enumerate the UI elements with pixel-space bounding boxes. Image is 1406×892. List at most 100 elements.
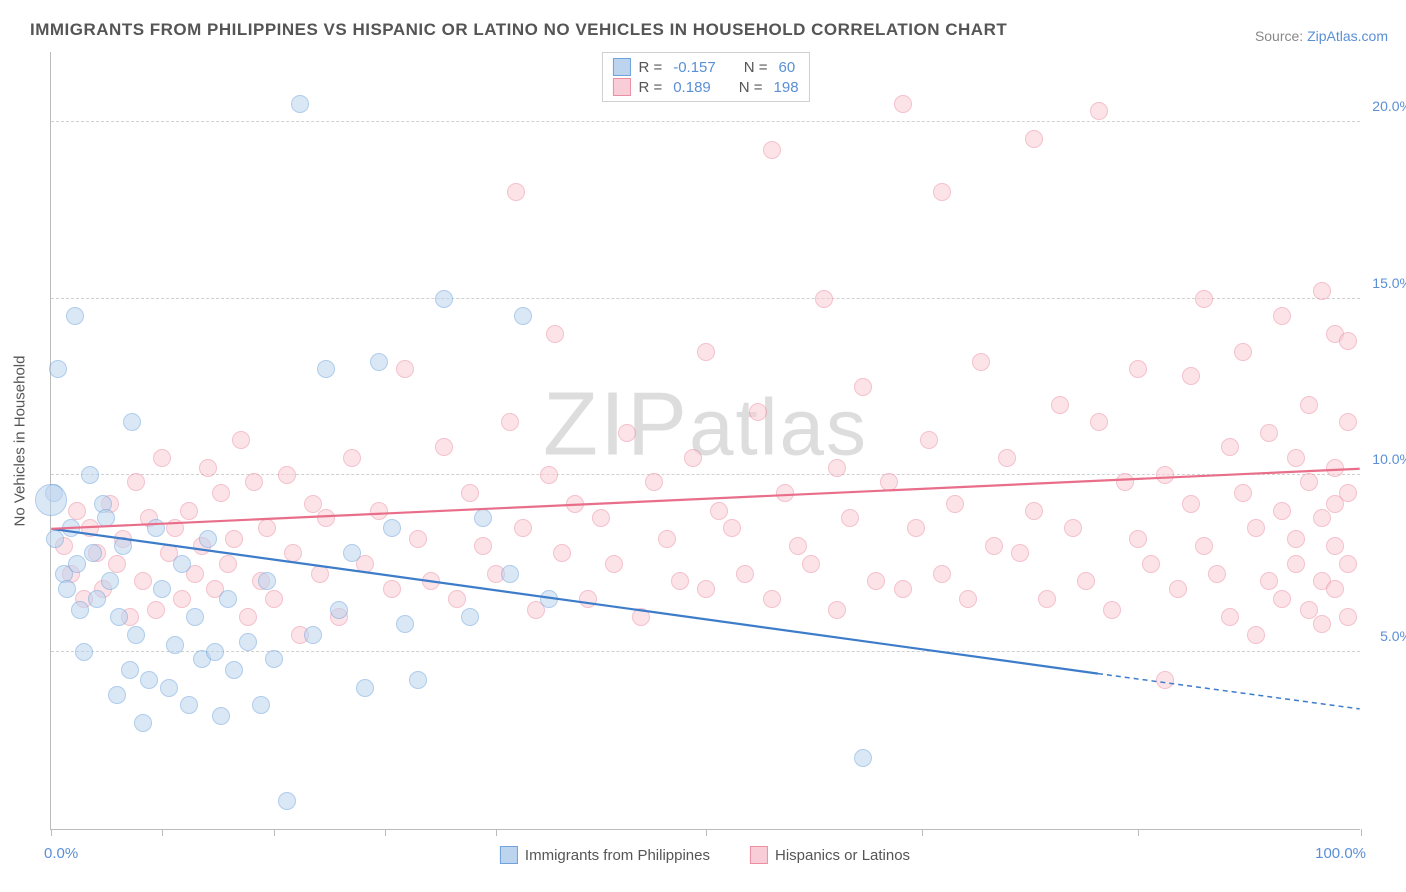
- scatter-point: [1247, 519, 1265, 537]
- scatter-point: [1339, 555, 1357, 573]
- r-value-philippines: -0.157: [673, 59, 716, 76]
- scatter-point: [343, 544, 361, 562]
- scatter-point: [920, 431, 938, 449]
- scatter-point: [514, 519, 532, 537]
- y-tick-label: 20.0%: [1372, 98, 1406, 114]
- scatter-point: [1077, 572, 1095, 590]
- swatch-hispanic-icon: [750, 846, 768, 864]
- r-label: R =: [638, 59, 662, 76]
- scatter-point: [278, 792, 296, 810]
- scatter-point: [108, 686, 126, 704]
- scatter-point: [736, 565, 754, 583]
- scatter-point: [1260, 424, 1278, 442]
- scatter-point: [1313, 282, 1331, 300]
- x-tick: [496, 829, 497, 836]
- scatter-point: [265, 590, 283, 608]
- scatter-point: [461, 484, 479, 502]
- scatter-point: [1038, 590, 1056, 608]
- scatter-point: [776, 484, 794, 502]
- scatter-point: [127, 473, 145, 491]
- scatter-point: [212, 484, 230, 502]
- chart-area: No Vehicles in Household ZIPatlas R = -0…: [50, 52, 1360, 830]
- scatter-point: [1090, 413, 1108, 431]
- scatter-point: [763, 590, 781, 608]
- n-label: N =: [739, 79, 763, 96]
- chart-title: IMMIGRANTS FROM PHILIPPINES VS HISPANIC …: [30, 20, 1007, 40]
- scatter-point: [101, 572, 119, 590]
- scatter-point: [225, 530, 243, 548]
- scatter-point: [258, 519, 276, 537]
- scatter-point: [514, 307, 532, 325]
- scatter-point: [645, 473, 663, 491]
- scatter-point: [1025, 502, 1043, 520]
- swatch-philippines-icon: [500, 846, 518, 864]
- y-axis-label: No Vehicles in Household: [12, 356, 29, 527]
- scatter-point: [1129, 360, 1147, 378]
- x-tick: [51, 829, 52, 836]
- legend-item-philippines: Immigrants from Philippines: [500, 846, 710, 864]
- scatter-point: [697, 580, 715, 598]
- legend-series: Immigrants from Philippines Hispanics or…: [500, 846, 910, 864]
- scatter-point: [71, 601, 89, 619]
- scatter-point: [1156, 466, 1174, 484]
- x-tick: [274, 829, 275, 836]
- scatter-point: [1326, 459, 1344, 477]
- swatch-philippines: [612, 58, 630, 76]
- scatter-point: [435, 290, 453, 308]
- scatter-point: [383, 519, 401, 537]
- scatter-point: [632, 608, 650, 626]
- scatter-point: [1156, 671, 1174, 689]
- scatter-point: [232, 431, 250, 449]
- x-axis-max-label: 100.0%: [1315, 845, 1366, 862]
- scatter-point: [265, 650, 283, 668]
- scatter-point: [291, 95, 309, 113]
- scatter-point: [933, 565, 951, 583]
- scatter-point: [671, 572, 689, 590]
- scatter-point: [199, 459, 217, 477]
- x-tick: [385, 829, 386, 836]
- scatter-point: [114, 537, 132, 555]
- scatter-point: [985, 537, 1003, 555]
- scatter-point: [1273, 307, 1291, 325]
- scatter-point: [448, 590, 466, 608]
- scatter-point: [409, 530, 427, 548]
- legend-row-hispanic: R = 0.189 N = 198: [612, 77, 798, 97]
- scatter-point: [206, 643, 224, 661]
- scatter-point: [658, 530, 676, 548]
- x-tick: [706, 829, 707, 836]
- scatter-point: [854, 749, 872, 767]
- gridline: [51, 121, 1360, 122]
- gridline: [51, 298, 1360, 299]
- scatter-point: [618, 424, 636, 442]
- scatter-point: [1051, 396, 1069, 414]
- scatter-point: [123, 413, 141, 431]
- scatter-point: [81, 466, 99, 484]
- scatter-point: [1195, 537, 1213, 555]
- scatter-point: [66, 307, 84, 325]
- scatter-point: [1234, 484, 1252, 502]
- scatter-point: [68, 502, 86, 520]
- scatter-point: [97, 509, 115, 527]
- scatter-point: [180, 696, 198, 714]
- scatter-point: [867, 572, 885, 590]
- scatter-point: [1090, 102, 1108, 120]
- scatter-point: [933, 183, 951, 201]
- scatter-point: [959, 590, 977, 608]
- scatter-point: [1313, 615, 1331, 633]
- scatter-point: [501, 565, 519, 583]
- scatter-point: [1025, 130, 1043, 148]
- scatter-point: [370, 353, 388, 371]
- scatter-point: [435, 438, 453, 456]
- scatter-point: [815, 290, 833, 308]
- scatter-point: [1129, 530, 1147, 548]
- source-link[interactable]: ZipAtlas.com: [1307, 28, 1388, 44]
- scatter-point: [1273, 502, 1291, 520]
- scatter-point: [710, 502, 728, 520]
- scatter-point: [802, 555, 820, 573]
- scatter-point: [186, 608, 204, 626]
- scatter-point: [110, 608, 128, 626]
- scatter-point: [474, 537, 492, 555]
- scatter-point: [1221, 438, 1239, 456]
- scatter-point: [166, 519, 184, 537]
- legend-row-philippines: R = -0.157 N = 60: [612, 57, 798, 77]
